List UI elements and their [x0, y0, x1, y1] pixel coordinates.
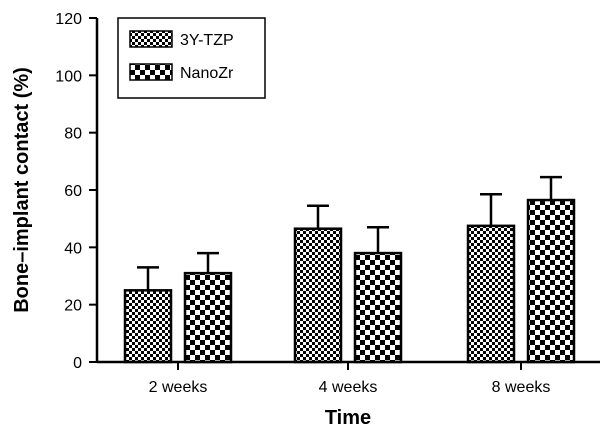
y-tick-label: 40	[64, 240, 82, 257]
bar-nanozr	[353, 251, 403, 364]
bar-nanozr	[183, 271, 233, 364]
y-axis: 0 20 40 60 80 100 120	[55, 11, 99, 372]
y-axis-title: Bone–implant contact (%)	[11, 67, 33, 313]
x-ticks: 2 weeks 4 weeks 8 weeks	[149, 362, 551, 396]
y-ticks: 0 20 40 60 80 100 120	[55, 11, 97, 372]
bar-nanozr	[526, 198, 576, 364]
y-tick-label: 120	[55, 11, 82, 28]
legend-label-nanozr: NanoZr	[180, 65, 234, 82]
x-axis: 2 weeks 4 weeks 8 weeks	[97, 360, 600, 396]
y-tick-label: 0	[73, 355, 82, 372]
legend-box	[117, 17, 266, 99]
legend-swatch-3y-tzp	[129, 30, 173, 48]
bar-3y-tzp	[466, 224, 516, 364]
bar-3y-tzp	[123, 289, 173, 364]
x-tick-label: 2 weeks	[149, 379, 208, 396]
y-tick-label: 20	[64, 298, 82, 315]
bars-layer	[123, 198, 576, 364]
bar-3y-tzp	[293, 227, 343, 364]
legend: 3Y-TZP NanoZr	[117, 17, 266, 99]
y-tick-label: 80	[64, 126, 82, 143]
legend-label-3y-tzp: 3Y-TZP	[180, 32, 234, 49]
legend-swatch-nanozr	[129, 63, 173, 81]
y-tick-label: 60	[64, 183, 82, 200]
error-bars-layer	[137, 175, 562, 291]
x-tick-label: 4 weeks	[319, 379, 378, 396]
x-tick-label: 8 weeks	[492, 379, 551, 396]
x-axis-title: Time	[325, 407, 371, 429]
y-tick-label: 100	[55, 68, 82, 85]
